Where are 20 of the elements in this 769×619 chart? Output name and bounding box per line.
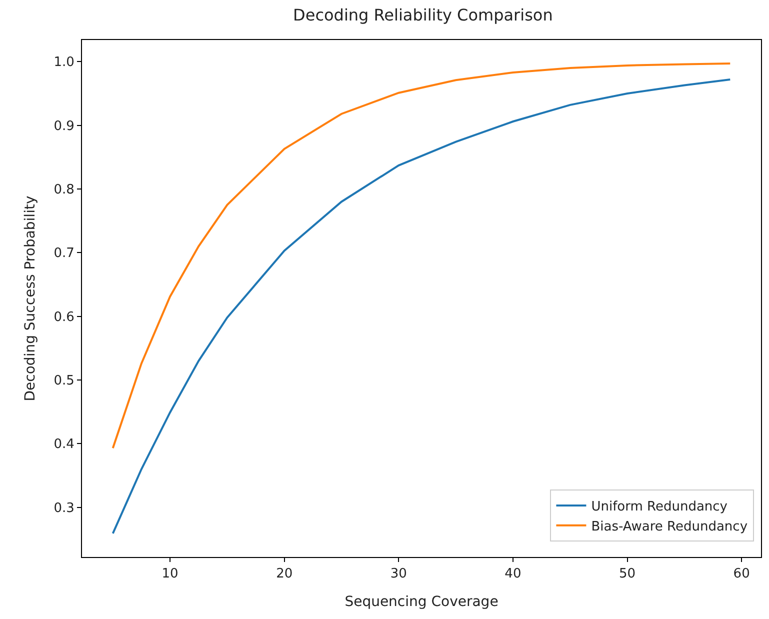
- y-tick-label: 0.4: [54, 437, 74, 452]
- x-tick-label: 50: [618, 566, 636, 582]
- y-tick-label: 0.3: [54, 500, 74, 516]
- y-tick-label: 1.0: [54, 55, 74, 70]
- x-axis-title: Sequencing Coverage: [344, 594, 498, 610]
- y-axis-title: Decoding Success Probability: [22, 196, 38, 402]
- x-tick-label: 10: [162, 566, 178, 582]
- x-tick-label: 20: [276, 566, 293, 582]
- line-series: [112, 62, 732, 450]
- y-tick-label: 0.6: [54, 310, 74, 325]
- x-tick-label: 30: [390, 566, 407, 582]
- x-tick-label: 60: [733, 566, 750, 582]
- y-tick-label: 0.9: [54, 118, 74, 134]
- y-tick-label: 0.7: [54, 246, 74, 262]
- legend-label: Uniform Redundancy: [591, 500, 728, 515]
- chart-title: Decoding Reliability Comparison: [293, 5, 553, 24]
- x-tick-label: 40: [504, 566, 522, 582]
- y-tick-label: 0.8: [54, 182, 74, 198]
- legend-label: Bias-Aware Redundancy: [591, 519, 748, 534]
- y-tick-label: 0.5: [54, 374, 74, 389]
